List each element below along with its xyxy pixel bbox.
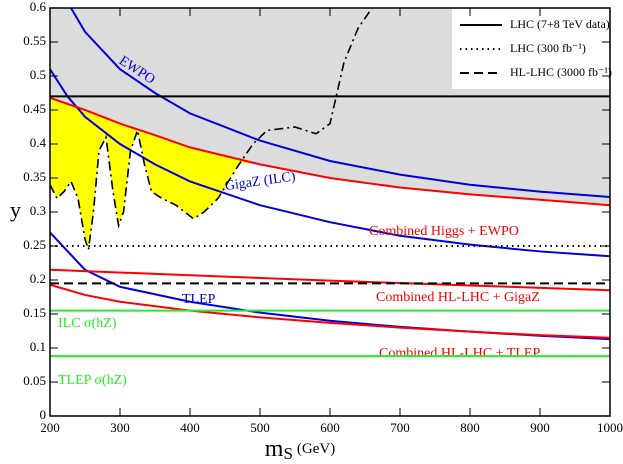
y-axis-label: y	[10, 197, 21, 222]
y-tick-label: 0.6	[30, 0, 47, 14]
x-tick-label: 900	[530, 420, 550, 435]
x-tick-label: 600	[320, 420, 340, 435]
x-tick-label: 500	[250, 420, 270, 435]
y-tick-label: 0.4	[30, 135, 47, 150]
x-axis-subscript: S	[283, 444, 292, 463]
reference-label: TLEP σ(hZ)	[58, 373, 127, 388]
x-axis-symbol: m	[265, 436, 284, 462]
y-tick-label: 0.15	[23, 305, 46, 320]
axes: 200 300 400 500 600 700 800 900 1000 0 0.05 0.1 0.15…	[23, 0, 623, 435]
curve-label: Combined Higgs + EWPO	[369, 224, 519, 239]
legend-box	[452, 9, 609, 89]
y-tick-label: 0.1	[30, 339, 46, 354]
y-tick-label: 0.05	[23, 373, 46, 388]
allowed-region	[50, 97, 253, 250]
x-axis-label: mS (GeV)	[265, 436, 335, 463]
y-tick-label: 0	[40, 407, 47, 422]
x-tick-label: 300	[110, 420, 130, 435]
y-tick-label: 0.45	[23, 101, 46, 116]
legend-label: LHC (300 fb⁻¹)	[510, 41, 586, 55]
y-tick-label: 0.5	[30, 67, 46, 82]
legend-label: LHC (7+8 TeV data)	[510, 17, 610, 31]
curve-label: Combined HL-LHC + GigaZ	[376, 290, 540, 305]
y-tick-label: 0.25	[23, 237, 46, 252]
x-axis-unit: (GeV)	[297, 441, 335, 457]
curve-label: TLEP	[182, 292, 216, 307]
curve-label: GigaZ (ILC)	[224, 169, 297, 194]
y-tick-label: 0.55	[23, 33, 46, 48]
curve	[49, 283, 611, 339]
curve	[70, 7, 611, 199]
x-tick-label: 400	[180, 420, 200, 435]
curve-label: Combined HL-LHC + TLEP	[379, 346, 540, 361]
y-tick-label: 0.3	[30, 203, 46, 218]
y-tick-label: 0.2	[30, 271, 46, 286]
x-tick-label: 700	[390, 420, 410, 435]
x-tick-label: 800	[460, 420, 480, 435]
legend-label: HL-LHC (3000 fb⁻¹)	[510, 65, 612, 79]
curve	[49, 7, 373, 250]
curve	[49, 268, 611, 292]
x-tick-label: 200	[40, 420, 60, 435]
reference-label: ILC σ(hZ)	[58, 316, 117, 331]
curve	[49, 68, 611, 258]
curve	[49, 96, 611, 207]
x-tick-label: 1000	[597, 420, 623, 435]
y-tick-label: 0.35	[23, 169, 46, 184]
